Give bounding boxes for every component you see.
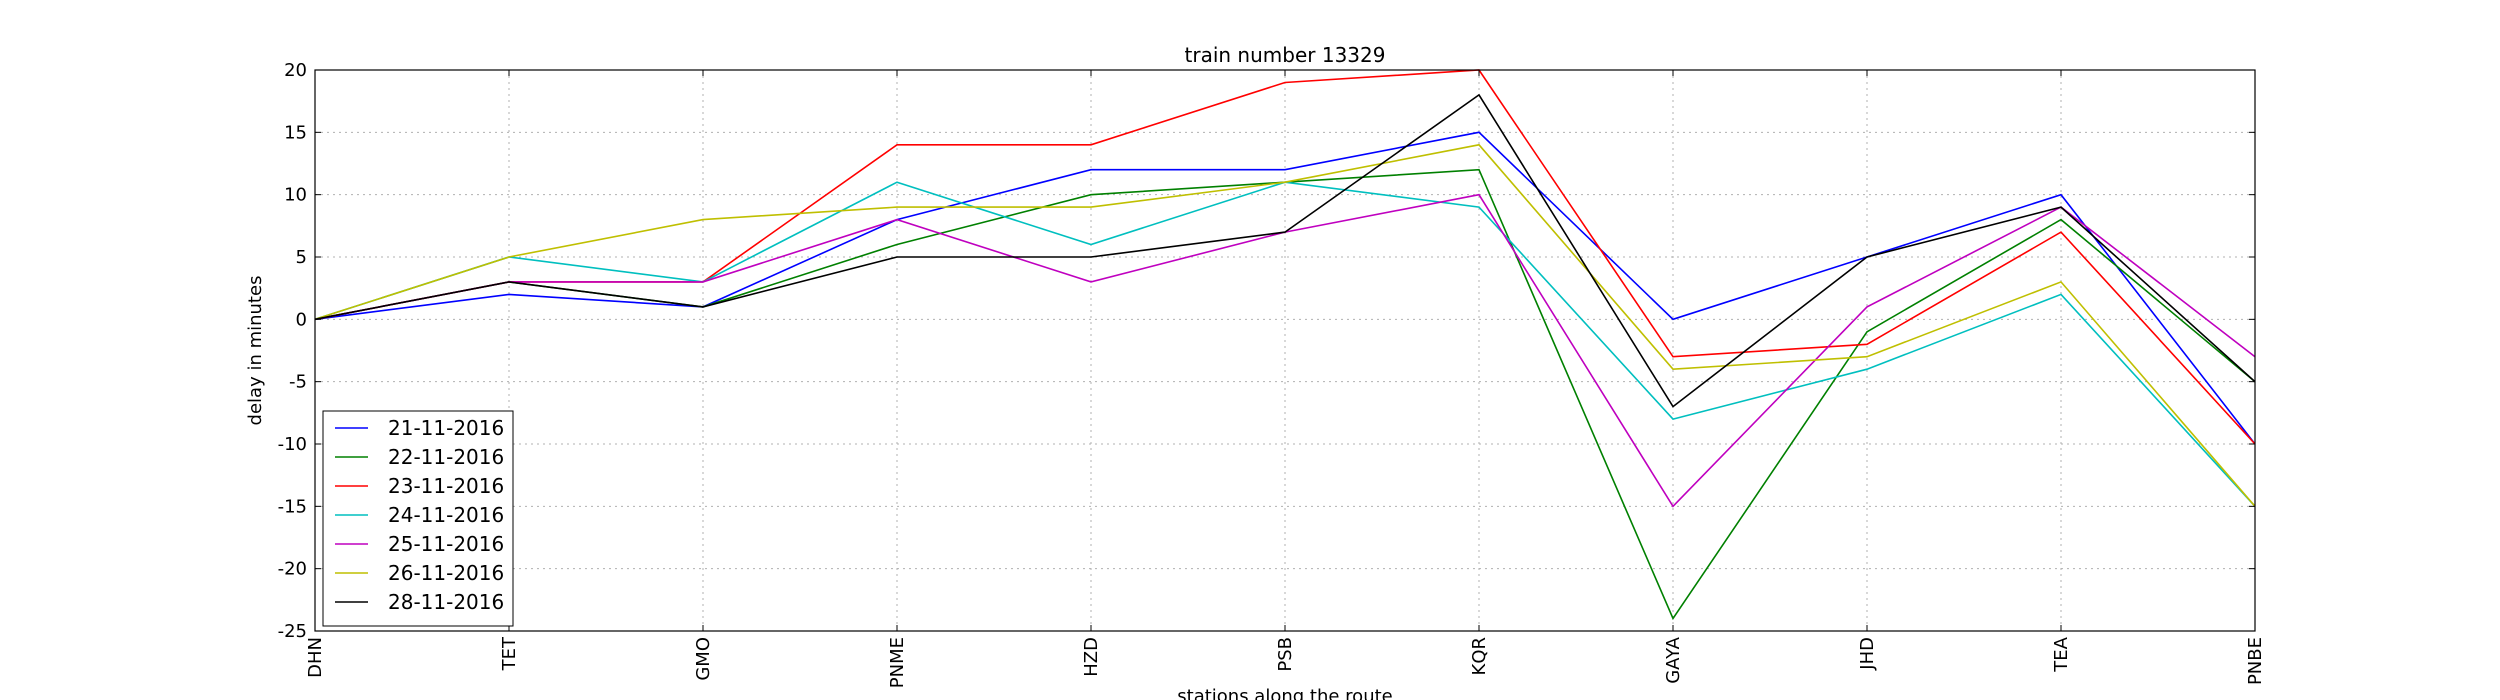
y-tick-label: 5 [296, 247, 307, 268]
series-lines [314, 69, 2256, 621]
series-line-24-11-2016 [314, 181, 2256, 507]
y-axis-ticks: -25 -20 -15 -10 -5 0 5 10 15 20 [278, 60, 2255, 642]
x-axis-ticks: DHN TET GMO PNME HZD PSB KQR GAYA JHD TEA PNBE [305, 70, 2266, 688]
y-tick-label: 10 [284, 185, 307, 206]
legend-entry: 23-11-2016 [388, 474, 504, 498]
x-tick-label: DHN [305, 637, 326, 678]
x-tick-label: KQR [1469, 637, 1490, 675]
x-tick-label: TEA [2051, 636, 2072, 672]
x-tick-label: JHD [1857, 637, 1878, 671]
series-line-25-11-2016 [314, 193, 2256, 508]
y-tick-label: -5 [289, 372, 307, 393]
series-line-21-11-2016 [314, 131, 2256, 445]
x-tick-label: TET [499, 636, 520, 671]
y-tick-label: -10 [278, 434, 307, 455]
y-tick-label: 15 [284, 122, 307, 143]
legend-entry: 28-11-2016 [388, 590, 504, 614]
legend-entry: 24-11-2016 [388, 503, 504, 527]
series-line-28-11-2016 [314, 93, 2256, 408]
x-tick-label: GMO [693, 637, 714, 681]
x-tick-label: GAYA [1663, 636, 1684, 683]
x-tick-label: PNME [887, 637, 908, 688]
legend-box [322, 410, 514, 627]
y-tick-label: 20 [284, 60, 307, 81]
chart-title: train number 13329 [1185, 43, 1386, 67]
grid [314, 69, 2256, 632]
legend: 21-11-2016 22-11-2016 23-11-2016 24-11-2016… [322, 410, 514, 627]
y-tick-label: -20 [278, 559, 307, 580]
x-tick-label: PNBE [2245, 637, 2266, 685]
series-line-26-11-2016 [314, 143, 2256, 507]
legend-entry: 22-11-2016 [388, 445, 504, 469]
y-axis-label: delay in minutes [245, 276, 266, 426]
y-tick-label: 0 [296, 309, 307, 330]
x-tick-label: PSB [1275, 637, 1296, 672]
x-tick-label: HZD [1081, 637, 1102, 677]
legend-entry: 21-11-2016 [388, 416, 504, 440]
y-tick-label: -25 [278, 621, 307, 642]
legend-entry: 25-11-2016 [388, 532, 504, 556]
x-axis-label: stations along the route [1177, 686, 1392, 700]
y-tick-label: -15 [278, 496, 307, 517]
legend-entry: 26-11-2016 [388, 561, 504, 585]
